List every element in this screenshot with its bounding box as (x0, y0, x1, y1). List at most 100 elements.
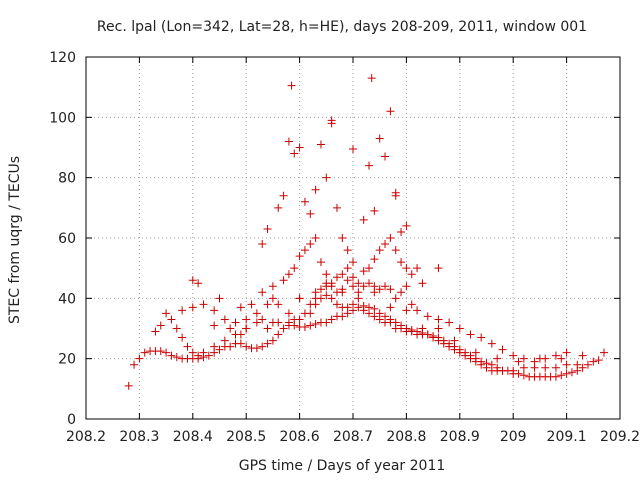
data-point (284, 270, 293, 279)
data-point (343, 264, 352, 273)
data-point (386, 107, 395, 116)
data-point (295, 294, 304, 303)
x-tick-label: 208.4 (173, 429, 213, 445)
data-point (236, 303, 245, 312)
data-point (343, 276, 352, 285)
data-point (599, 348, 608, 357)
data-point (167, 315, 176, 324)
data-point (413, 306, 422, 315)
data-point (172, 353, 181, 362)
data-point (359, 267, 368, 276)
x-tick-label: 209 (500, 429, 527, 445)
y-tick-label: 80 (58, 171, 76, 187)
data-point (306, 240, 315, 249)
data-point (375, 134, 384, 143)
data-point (300, 309, 309, 318)
data-point (381, 240, 390, 249)
data-point (365, 161, 374, 170)
data-point (220, 315, 229, 324)
data-point (578, 363, 587, 372)
data-point (188, 276, 197, 285)
data-point (338, 270, 347, 279)
data-points (124, 74, 608, 390)
data-point (583, 360, 592, 369)
data-point (274, 300, 283, 309)
data-point (295, 143, 304, 152)
data-point (311, 319, 320, 328)
x-tick-label: 208.7 (333, 429, 373, 445)
data-point (290, 315, 299, 324)
data-point (316, 258, 325, 267)
data-point (418, 279, 427, 288)
data-point (349, 300, 357, 309)
data-point (370, 255, 379, 264)
data-point (359, 306, 368, 315)
data-point (370, 312, 379, 321)
data-point (493, 354, 502, 363)
data-point (386, 285, 395, 294)
data-point (279, 324, 288, 333)
data-point (327, 294, 336, 303)
data-point (172, 324, 181, 333)
data-point (162, 309, 171, 318)
data-point (445, 342, 454, 351)
data-point (226, 324, 235, 333)
data-point (124, 381, 133, 390)
data-point (397, 258, 406, 267)
data-point (316, 285, 325, 294)
data-point (242, 315, 251, 324)
data-point (509, 351, 518, 360)
data-point (477, 360, 486, 369)
data-point (359, 282, 368, 291)
x-axis-label: GPS time / Days of year 2011 (239, 458, 446, 474)
data-point (445, 318, 454, 327)
data-point (535, 354, 544, 363)
data-point (338, 234, 347, 242)
data-point (589, 357, 598, 366)
data-point (455, 348, 464, 357)
data-point (509, 366, 518, 375)
data-point (498, 366, 507, 375)
data-point (386, 318, 395, 327)
data-point (135, 354, 144, 363)
data-point (306, 321, 315, 330)
data-point (231, 318, 240, 327)
data-point (322, 173, 331, 182)
data-point (279, 276, 288, 285)
y-tick-label: 0 (67, 412, 76, 428)
data-point (562, 360, 571, 369)
data-point (397, 288, 406, 297)
data-point (140, 348, 149, 357)
data-point (263, 339, 272, 348)
data-point (466, 354, 475, 363)
data-point (343, 303, 352, 312)
x-tick-label: 208.8 (386, 429, 426, 445)
data-point (365, 279, 374, 288)
data-point (381, 152, 390, 161)
data-point (461, 351, 470, 360)
data-point (236, 330, 245, 339)
data-point (423, 330, 432, 339)
data-point (562, 369, 571, 378)
data-point (258, 288, 267, 297)
data-point (322, 282, 331, 291)
grid (86, 57, 620, 419)
data-point (423, 312, 432, 321)
data-point (338, 312, 347, 321)
data-point (338, 288, 347, 297)
data-point (258, 315, 267, 324)
data-point (482, 363, 491, 372)
data-point (268, 294, 277, 303)
data-point (402, 264, 411, 273)
y-tick-label: 100 (49, 110, 76, 126)
data-point (215, 294, 224, 303)
data-point (210, 321, 219, 330)
data-point (167, 351, 176, 360)
y-tick-label: 120 (49, 50, 76, 66)
data-point (413, 264, 422, 273)
data-point (306, 300, 315, 309)
data-point (274, 330, 283, 339)
data-point (381, 282, 390, 291)
data-point (578, 351, 587, 360)
data-point (322, 270, 331, 279)
